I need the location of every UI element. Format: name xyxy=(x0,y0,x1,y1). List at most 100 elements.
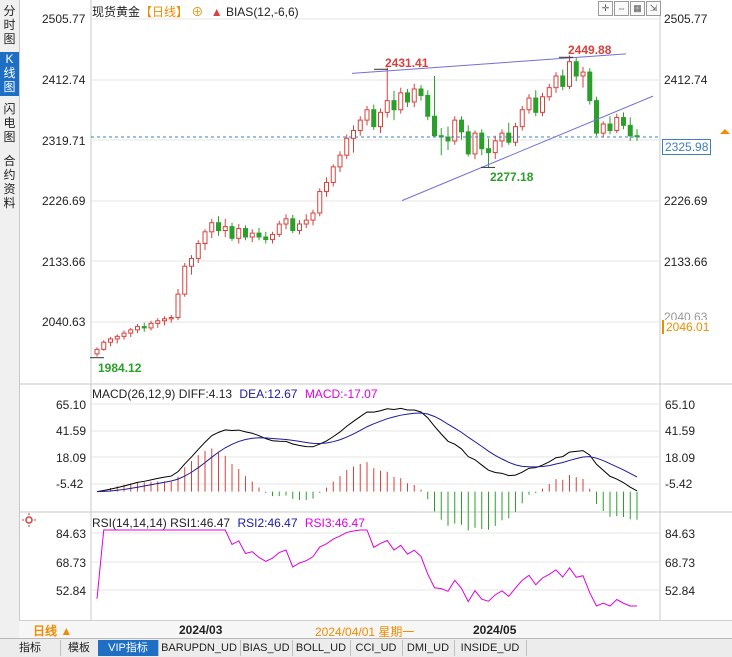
zoom-out-icon[interactable]: ⇔ xyxy=(614,1,629,16)
candle-body xyxy=(621,117,626,126)
candle-body xyxy=(587,71,593,102)
candle-body xyxy=(378,111,383,128)
period-label[interactable]: 【日线】 xyxy=(140,5,189,19)
high1-label: 2431.41 xyxy=(385,56,429,70)
candle-body xyxy=(519,109,525,128)
candle-body xyxy=(472,132,478,155)
tab-barupdn-ud[interactable]: BARUPDN_UD xyxy=(158,640,241,656)
price-axis-label: 2505.77 xyxy=(42,12,86,26)
add-icon[interactable]: ⊕ xyxy=(191,5,204,19)
macd-axis-label: -5.42 xyxy=(56,477,84,491)
x-tick-label: 2024/05 xyxy=(473,623,517,637)
candle-body xyxy=(492,140,498,154)
price-axis-label: 2040.63 xyxy=(42,315,86,329)
high2-label: 2449.88 xyxy=(568,43,612,57)
right-price-label: 2412.74 xyxy=(664,73,708,87)
candle-body xyxy=(573,61,579,77)
tab-vip-indicator[interactable]: VIP指标 xyxy=(98,640,159,656)
macd-right-label: 41.59 xyxy=(665,424,696,438)
chart-canvas[interactable]: 2431.41 2449.88 2277.18 1984.12 xyxy=(0,0,732,620)
candle-body xyxy=(276,223,282,235)
rsi-axis-label: 52.84 xyxy=(56,584,87,598)
candle-body xyxy=(607,123,613,132)
tab-lightning[interactable]: 闪电图 xyxy=(0,102,19,146)
candle-body xyxy=(195,242,201,259)
candle-body xyxy=(459,119,464,133)
tab-template[interactable]: 模板 xyxy=(60,640,99,656)
left-tab-bar: 分时图 K线图 闪电图 合约资料 xyxy=(0,0,20,638)
rsi-header: RSI(14,14,14) RSI1:46.47 RSI2:46.47 RSI3… xyxy=(92,516,365,530)
candle-body xyxy=(533,97,539,113)
rsi-right-label: 52.84 xyxy=(665,584,696,598)
candle-body xyxy=(216,222,221,232)
macd-axis-label: 41.59 xyxy=(56,424,87,438)
candle-body xyxy=(297,223,302,232)
candle-body xyxy=(479,132,485,150)
candle-body xyxy=(101,341,107,350)
tab-inside-ud[interactable]: INSIDE_UD xyxy=(454,640,527,656)
candle-body xyxy=(553,75,559,89)
candle-body xyxy=(351,130,356,139)
candle-body xyxy=(168,317,174,320)
trendlines xyxy=(90,53,654,359)
macd-panel xyxy=(96,407,638,531)
instrument-name: 现货黄金 xyxy=(92,5,141,19)
candle-body xyxy=(189,257,194,267)
tab-dmi-ud[interactable]: DMI_UD xyxy=(402,640,455,656)
candle-body xyxy=(290,218,296,232)
rsi-line xyxy=(96,529,637,607)
candle-body xyxy=(121,332,127,337)
rsi-axis-label: 68.73 xyxy=(56,556,87,570)
tab-boll-ud[interactable]: BOLL_UD xyxy=(292,640,351,656)
candle-body xyxy=(202,231,208,244)
shrink-icon[interactable]: ⇲ xyxy=(646,1,661,16)
macd-value: MACD:-17.07 xyxy=(304,387,378,401)
tab-time-sharing[interactable]: 分时图 xyxy=(0,4,19,48)
price-axis-label: 2133.66 xyxy=(42,255,86,269)
candle-body xyxy=(175,293,181,319)
candle-body xyxy=(263,236,269,241)
candle-body xyxy=(357,119,363,132)
candle-body xyxy=(243,228,248,238)
candle-body xyxy=(452,119,458,142)
tab-time-sharing-label: 分时图 xyxy=(3,4,16,46)
x-axis-bar: 日线 ▲ 2024/03 2024/04/01 星期一 2024/05 xyxy=(19,620,732,639)
candle-body xyxy=(128,329,134,334)
candle-body xyxy=(614,117,620,132)
candle-body xyxy=(391,100,397,111)
candle-body xyxy=(594,100,599,134)
candle-body xyxy=(135,326,140,331)
candle-body xyxy=(256,232,262,238)
macd-diff: DIFF:4.13 xyxy=(178,387,233,401)
candle-body xyxy=(249,232,255,238)
low-price-box: 2046.01 xyxy=(662,320,712,334)
tab-cci-ud[interactable]: CCI_UD xyxy=(350,640,403,656)
candle-body xyxy=(398,92,404,111)
grid-icon[interactable]: ▦ xyxy=(630,1,645,16)
tab-contract-info[interactable]: 合约资料 xyxy=(0,154,19,212)
candle-body xyxy=(540,96,545,113)
macd-header: MACD(26,12,9) DIFF:4.13 DEA:12.67 MACD:-… xyxy=(92,387,378,401)
macd-axis-label: 65.10 xyxy=(56,398,87,412)
tab-indicator[interactable]: 指标 xyxy=(0,640,61,656)
zoom-in-icon[interactable]: ✛ xyxy=(598,1,613,16)
x-tick-label: 2024/03 xyxy=(179,623,223,637)
candle-body xyxy=(432,115,437,137)
candle-body xyxy=(155,320,161,324)
tab-bias-ud[interactable]: BIAS_UD xyxy=(240,640,293,656)
candle-body xyxy=(209,222,215,233)
candle-body xyxy=(108,338,113,343)
resistance-trendline xyxy=(351,53,627,74)
settings-sun-icon[interactable] xyxy=(22,513,36,527)
candle-body xyxy=(324,181,329,193)
price-axis-label: 2412.74 xyxy=(42,73,86,87)
macd-right-label: -5.42 xyxy=(665,477,693,491)
candle-body xyxy=(513,126,518,143)
candle-body xyxy=(114,335,120,340)
rsi-right-label: 68.73 xyxy=(665,556,696,570)
tab-kline[interactable]: K线图 xyxy=(0,52,19,96)
period-selector-label: 日线 xyxy=(33,624,58,638)
macd-dea-line xyxy=(96,412,638,493)
candle-body xyxy=(141,326,147,329)
period-selector[interactable]: 日线 ▲ xyxy=(33,622,72,639)
